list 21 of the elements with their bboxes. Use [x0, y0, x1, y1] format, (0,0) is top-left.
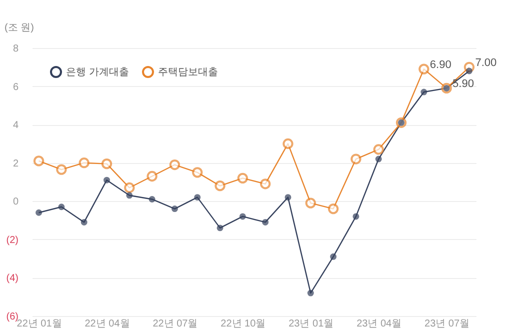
x-tick-label: 23년 07월 [424, 318, 470, 330]
legend-label: 은행 가계대출 [66, 67, 129, 78]
x-tick-label: 22년 10월 [220, 318, 266, 330]
y-tick-label: 8 [12, 44, 19, 54]
legend-label: 주택담보대출 [158, 67, 218, 78]
x-tick-label: 22년 04월 [84, 318, 130, 330]
y-tick-label: (2) [6, 234, 18, 246]
data-label: 6.90 [430, 59, 452, 72]
x-tick-label: 22년 01월 [16, 318, 62, 330]
x-tick-label: 23년 01월 [288, 318, 334, 330]
y-tick-label: (4) [6, 273, 18, 284]
x-tick-label: 22년 07월 [152, 318, 198, 330]
y-axis-title: (조 원) [4, 22, 34, 34]
data-label: 7.00 [475, 57, 497, 70]
data-label: 5.90 [452, 78, 474, 90]
y-tick-label: 2 [12, 158, 19, 170]
y-tick-label: (6) [6, 312, 18, 322]
y-tick-label: 4 [12, 120, 19, 132]
x-tick-label: 23년 04월 [356, 318, 402, 330]
y-tick-label: 0 [12, 196, 19, 208]
y-tick-label: 6 [12, 82, 19, 93]
